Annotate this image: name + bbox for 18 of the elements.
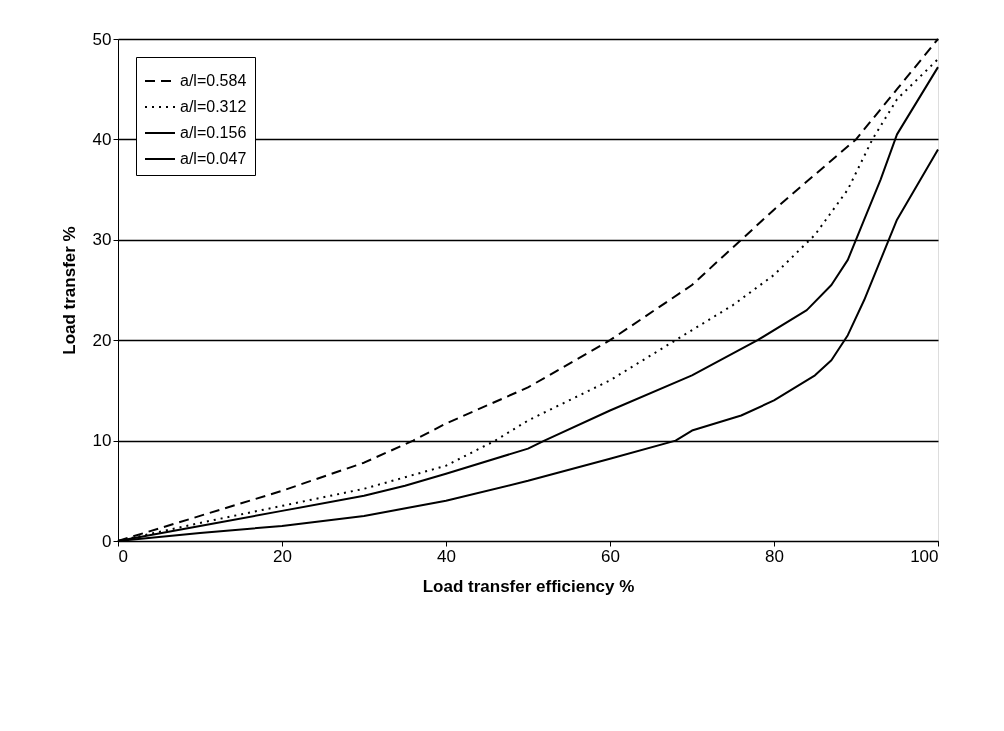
y-tick-label: 40 <box>92 129 112 149</box>
x-tick-label: 100 <box>910 546 939 566</box>
y-tick-label: 10 <box>92 431 112 451</box>
x-tick-label: 0 <box>118 546 128 566</box>
x-tick-label: 60 <box>601 546 620 566</box>
y-tick-label: 30 <box>92 230 112 250</box>
legend-label: a/l=0.156 <box>180 124 247 141</box>
x-tick-label: 80 <box>765 546 784 566</box>
x-tick-label: 40 <box>437 546 456 566</box>
y-axis-title: Load transfer % <box>59 226 79 355</box>
y-tick-label: 0 <box>102 531 112 551</box>
y-tick-label: 20 <box>92 330 112 350</box>
legend-label: a/l=0.584 <box>180 72 247 89</box>
x-tick-label: 20 <box>273 546 292 566</box>
legend-label: a/l=0.312 <box>180 98 247 115</box>
legend-label: a/l=0.047 <box>180 150 247 167</box>
x-axis-title: Load transfer efficiency % <box>422 576 635 596</box>
y-tick-label: 50 <box>92 29 112 49</box>
